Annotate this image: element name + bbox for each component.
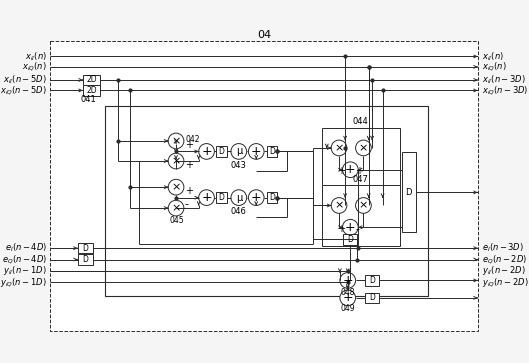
Bar (105, 106, 428, 296)
Text: +: + (185, 185, 193, 196)
Circle shape (331, 140, 347, 156)
Text: $x_{iQ}(n)$: $x_{iQ}(n)$ (22, 61, 47, 73)
Text: ×: × (359, 200, 368, 211)
Text: +: + (345, 221, 355, 234)
Text: 04: 04 (257, 30, 271, 40)
Text: +: + (342, 291, 353, 304)
Text: +: + (251, 191, 261, 204)
Circle shape (342, 219, 358, 235)
Text: D: D (369, 276, 375, 285)
Bar (322, 185, 400, 246)
Bar (216, 146, 226, 157)
Text: +: + (201, 145, 212, 158)
Text: 2D: 2D (86, 86, 97, 95)
Text: D: D (83, 244, 88, 253)
Text: 044: 044 (353, 117, 369, 126)
Text: D: D (348, 235, 353, 244)
Text: +: + (338, 224, 345, 234)
Text: $y_{iQ}(n-1D)$: $y_{iQ}(n-1D)$ (0, 276, 47, 289)
Circle shape (331, 197, 347, 213)
Text: 2D: 2D (86, 76, 97, 85)
Text: $x_{iQ}(n)$: $x_{iQ}(n)$ (482, 61, 507, 73)
Circle shape (355, 197, 371, 213)
Text: +: + (345, 163, 355, 176)
Text: +: + (355, 167, 363, 176)
Text: $y_{iI}(n-2D)$: $y_{iI}(n-2D)$ (482, 264, 526, 277)
Text: D: D (406, 188, 412, 197)
Circle shape (168, 200, 184, 216)
Circle shape (199, 190, 214, 205)
Text: $e_Q(n-2D)$: $e_Q(n-2D)$ (482, 253, 527, 266)
Circle shape (231, 144, 247, 159)
Bar (365, 275, 379, 286)
Bar (267, 146, 277, 157)
Text: ×: × (171, 203, 181, 213)
Circle shape (340, 273, 355, 288)
Text: ×: × (334, 143, 344, 153)
Text: 041: 041 (80, 95, 96, 103)
Bar (78, 243, 93, 253)
Text: 042: 042 (186, 135, 200, 144)
Text: $e_I(n-3D)$: $e_I(n-3D)$ (482, 242, 524, 254)
Circle shape (355, 140, 371, 156)
Text: D: D (218, 193, 224, 202)
Text: +: + (338, 167, 345, 176)
Text: $e_I(n-4D)$: $e_I(n-4D)$ (5, 242, 47, 254)
Bar (322, 128, 400, 189)
Text: +: + (201, 191, 212, 204)
Circle shape (342, 162, 358, 178)
Text: 048: 048 (341, 288, 355, 297)
Text: μ: μ (235, 193, 242, 203)
Text: D: D (269, 193, 275, 202)
Text: 046: 046 (231, 207, 247, 216)
Text: ×: × (359, 143, 368, 153)
Bar (402, 152, 416, 232)
Text: μ: μ (235, 146, 242, 156)
Circle shape (168, 133, 184, 149)
Circle shape (340, 290, 355, 306)
Bar (365, 293, 379, 303)
Text: D: D (269, 147, 275, 156)
Text: ×: × (334, 200, 344, 211)
Bar (343, 234, 357, 245)
Circle shape (199, 144, 214, 159)
Text: +: + (185, 159, 193, 170)
Text: +: + (342, 274, 353, 287)
Circle shape (249, 190, 264, 205)
Text: -: - (185, 199, 189, 209)
Text: 047: 047 (353, 175, 369, 184)
Bar (267, 192, 277, 203)
Circle shape (168, 153, 184, 169)
Text: D: D (369, 293, 375, 302)
Text: D: D (218, 147, 224, 156)
Text: ×: × (171, 156, 181, 166)
Text: 049: 049 (341, 304, 355, 313)
Text: $e_Q(n-4D)$: $e_Q(n-4D)$ (2, 253, 47, 266)
Text: $y_{iQ}(n-2D)$: $y_{iQ}(n-2D)$ (482, 276, 529, 289)
Text: $x_{iI}(n)$: $x_{iI}(n)$ (482, 50, 504, 63)
Text: D: D (83, 255, 88, 264)
Circle shape (249, 144, 264, 159)
Bar (78, 254, 93, 265)
Text: $x_{iI}(n)$: $x_{iI}(n)$ (25, 50, 47, 63)
Text: $x_{iI}(n-3D)$: $x_{iI}(n-3D)$ (482, 74, 525, 86)
Text: ×: × (171, 182, 181, 192)
Text: $y_{iI}(n-1D)$: $y_{iI}(n-1D)$ (3, 264, 47, 277)
Text: 045: 045 (170, 216, 184, 225)
Text: $x_{iQ}(n-5D)$: $x_{iQ}(n-5D)$ (1, 84, 47, 97)
Text: +: + (251, 145, 261, 158)
Text: ×: × (171, 136, 181, 146)
Text: +: + (185, 140, 193, 150)
Text: 043: 043 (231, 161, 247, 170)
Bar (83, 85, 100, 95)
Bar (83, 75, 100, 85)
Text: -: - (355, 224, 360, 234)
Circle shape (168, 179, 184, 195)
Text: $x_{iI}(n-5D)$: $x_{iI}(n-5D)$ (3, 74, 47, 86)
Bar (216, 192, 226, 203)
Circle shape (231, 190, 247, 205)
Text: $x_{iQ}(n-3D)$: $x_{iQ}(n-3D)$ (482, 84, 528, 97)
